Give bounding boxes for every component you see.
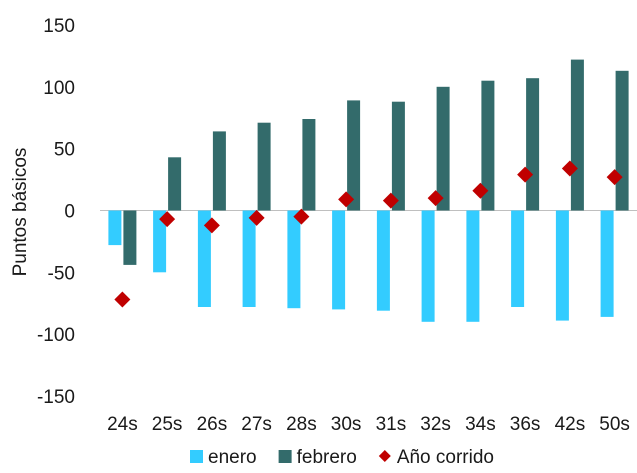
y-tick-label: -50 [48,263,75,284]
x-tick-label: 50s [599,414,630,435]
x-tick-label: 28s [286,414,317,435]
y-axis-title: Puntos básicos [10,148,31,277]
marker-ano-corrido [114,291,131,308]
bars-layer [108,59,629,322]
bar-febrero [257,122,271,211]
y-tick-label: -150 [37,387,75,408]
bar-enero [466,210,480,322]
legend-label-febrero: febrero [297,447,357,468]
bar-enero [108,210,122,246]
marker-ano-corrido [427,190,444,207]
x-tick-label: 42s [555,414,586,435]
marker-ano-corrido [517,166,534,183]
x-tick-label: 24s [107,414,138,435]
bar-febrero [123,210,137,265]
bar-enero [555,210,569,321]
legend-label-año-corrido: Año corrido [397,447,494,468]
y-tick-label: 100 [43,78,75,99]
bar-enero [600,210,614,317]
marker-ano-corrido [561,160,578,177]
marker-ano-corrido [472,182,489,199]
markers-layer [114,160,623,308]
marker-ano-corrido [159,211,176,228]
x-tick-label: 36s [510,414,541,435]
y-tick-label: -100 [37,325,75,346]
bar-enero [197,210,211,307]
bar-febrero [168,157,182,211]
bar-enero [421,210,435,322]
bar-febrero [481,80,495,211]
bar-enero [153,210,167,273]
marker-ano-corrido [293,208,310,225]
bar-enero [242,210,256,307]
marker-ano-corrido [248,209,265,226]
bar-febrero [615,70,629,211]
x-tick-label: 27s [241,414,272,435]
x-tick-label: 30s [331,414,362,435]
x-tick-label: 32s [420,414,451,435]
bar-enero [376,210,390,311]
legend-label-enero: enero [208,447,257,468]
marker-ano-corrido [382,192,399,209]
y-axis-ticks: 150 100 50 0 -50 -100 -150 [37,16,75,408]
bar-febrero [526,78,540,211]
bar-enero [511,210,525,307]
bar-febrero [391,101,405,211]
bar-enero [287,210,301,309]
x-tick-label: 25s [152,414,183,435]
marker-ano-corrido [203,217,220,234]
y-tick-label: 0 [64,202,75,223]
bar-febrero [302,119,316,211]
y-tick-label: 50 [54,140,75,161]
x-tick-label: 31s [376,414,407,435]
marker-ano-corrido [338,191,355,208]
marker-ano-corrido [606,169,623,186]
y-tick-label: 150 [43,16,75,37]
bar-febrero [436,86,450,211]
x-axis-ticks: 24s 25s 26s 27s 28s 30s 31s 32s 34s 36s 42s 50s [107,414,630,435]
legend: enero febrero Año corrido [190,447,494,468]
bar-febrero [212,131,226,211]
legend-swatch-año-corrido [378,450,391,462]
bar-febrero [347,100,361,211]
legend-swatch-febrero [278,450,292,463]
bar-enero [332,210,346,310]
x-tick-label: 26s [197,414,228,435]
x-tick-label: 34s [465,414,496,435]
legend-swatch-enero [190,450,203,463]
bar-febrero [570,59,584,211]
